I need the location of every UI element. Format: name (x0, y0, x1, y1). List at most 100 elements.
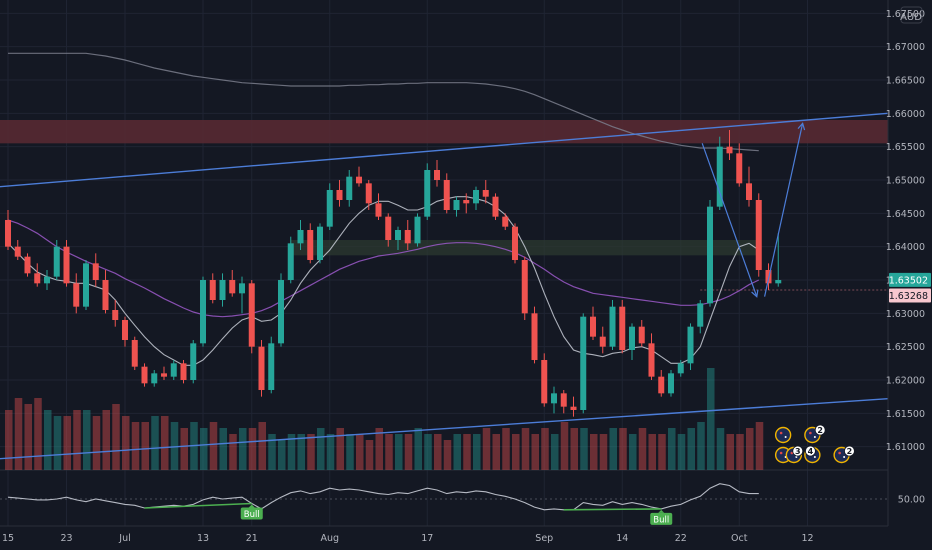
candle[interactable] (648, 343, 655, 377)
candle[interactable] (44, 276, 50, 284)
volume-bar (434, 434, 442, 470)
candle[interactable] (512, 226, 518, 260)
candle[interactable] (248, 283, 255, 347)
candle[interactable] (336, 190, 343, 200)
candle[interactable] (219, 280, 226, 300)
candle[interactable] (687, 326, 694, 364)
candle[interactable] (5, 220, 11, 247)
volume-bar (453, 434, 461, 470)
candle[interactable] (63, 246, 70, 284)
candle[interactable] (73, 283, 80, 307)
candle[interactable] (697, 303, 704, 327)
volume-bar (14, 398, 23, 470)
candle[interactable] (112, 310, 119, 320)
candle[interactable] (609, 306, 616, 347)
candle[interactable] (677, 363, 684, 374)
candle[interactable] (580, 316, 587, 410)
candle[interactable] (541, 360, 548, 404)
candle[interactable] (92, 263, 99, 280)
candle[interactable] (638, 326, 645, 344)
time-axis[interactable]: 15 23 Jul 13 21 Aug 17 Sep 14 22 Oct 12 (0, 527, 932, 550)
candle[interactable] (443, 180, 450, 210)
currency-box[interactable] (900, 6, 923, 24)
candle[interactable] (190, 343, 197, 380)
candle[interactable] (521, 260, 528, 314)
candle[interactable] (278, 280, 284, 344)
candle[interactable] (619, 306, 626, 350)
price-axis[interactable]: 1.67500 1.67000 1.66500 1.66000 1.65500 1.650… (886, 0, 932, 550)
candle[interactable] (736, 153, 743, 184)
candle[interactable] (365, 183, 372, 204)
candle[interactable] (180, 363, 187, 380)
candle[interactable] (83, 263, 89, 307)
candle[interactable] (326, 190, 333, 227)
candle[interactable] (599, 336, 606, 347)
candle[interactable] (170, 363, 177, 377)
candle[interactable] (317, 226, 323, 260)
candle[interactable] (161, 373, 167, 377)
candle[interactable] (229, 280, 236, 294)
candle[interactable] (404, 230, 411, 244)
candle[interactable] (707, 206, 713, 304)
candle[interactable] (395, 230, 401, 240)
candle[interactable] (551, 393, 557, 404)
candle[interactable] (122, 320, 128, 340)
candle[interactable] (200, 280, 206, 344)
candle[interactable] (726, 146, 733, 154)
candle[interactable] (131, 340, 138, 367)
candle[interactable] (307, 230, 314, 260)
candle[interactable] (53, 246, 60, 277)
candle[interactable] (531, 313, 538, 360)
candle[interactable] (775, 280, 782, 284)
candle[interactable] (716, 146, 723, 207)
candle[interactable] (258, 346, 265, 390)
price-tick-label: 1.62000 (886, 376, 925, 387)
candle[interactable] (492, 196, 499, 217)
volume-bar (307, 434, 315, 470)
volume-bar (385, 434, 393, 470)
candles[interactable] (5, 130, 782, 417)
candle[interactable] (239, 283, 245, 294)
candle[interactable] (375, 203, 382, 217)
candle[interactable] (755, 200, 762, 270)
candle[interactable] (629, 326, 635, 350)
economic-events[interactable]: 2 3 4 2 (774, 424, 855, 464)
candle[interactable] (424, 170, 431, 217)
candle[interactable] (414, 216, 421, 244)
candle[interactable] (590, 316, 596, 337)
candle[interactable] (473, 190, 479, 204)
price-tick-label: 1.61500 (886, 409, 925, 420)
time-axis-background (0, 527, 932, 550)
candle[interactable] (151, 373, 158, 384)
candle[interactable] (434, 170, 440, 180)
candle[interactable] (453, 200, 460, 210)
candle[interactable] (287, 243, 294, 280)
candle[interactable] (560, 393, 567, 407)
candle[interactable] (141, 366, 148, 384)
candle[interactable] (356, 176, 362, 184)
volume-bar (200, 428, 208, 470)
candle[interactable] (570, 406, 577, 410)
candle[interactable] (346, 176, 353, 200)
candle[interactable] (209, 280, 216, 300)
flag-au-icon[interactable] (774, 426, 792, 444)
candle[interactable] (463, 200, 470, 204)
candle[interactable] (34, 273, 41, 284)
candle[interactable] (268, 343, 275, 390)
resistance-zone (0, 120, 888, 144)
candle[interactable] (385, 216, 392, 240)
volume-bar (170, 422, 179, 470)
candle[interactable] (658, 376, 665, 394)
candle[interactable] (14, 246, 21, 257)
candle[interactable] (746, 183, 752, 200)
candle[interactable] (668, 373, 674, 394)
candle[interactable] (482, 190, 489, 197)
candle[interactable] (297, 230, 304, 244)
candle[interactable] (102, 280, 109, 310)
price-tick-label: 1.62500 (886, 342, 925, 353)
price-tick-label: 1.67000 (886, 42, 925, 53)
candle[interactable] (24, 256, 31, 274)
arrowhead-up (797, 122, 806, 131)
candle[interactable] (502, 216, 509, 227)
